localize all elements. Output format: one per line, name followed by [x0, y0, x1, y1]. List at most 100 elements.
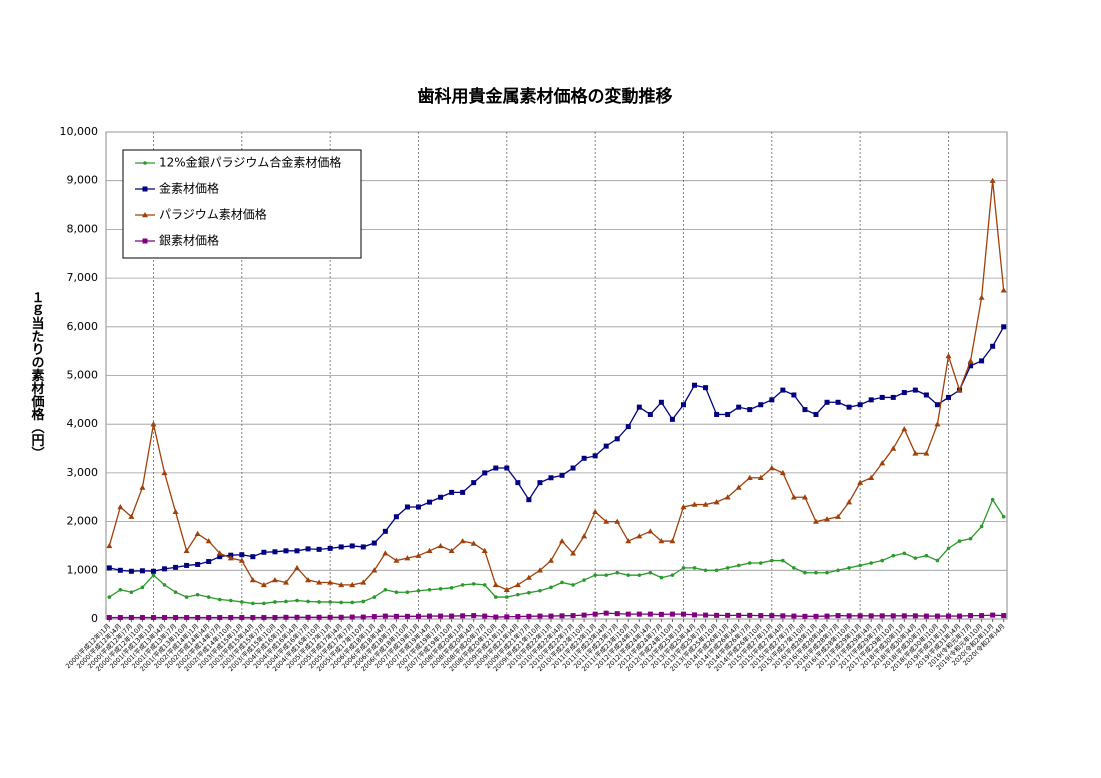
point	[305, 614, 311, 620]
point	[283, 548, 289, 554]
point	[327, 579, 334, 585]
legend-marker	[142, 212, 148, 218]
point	[945, 613, 951, 619]
point	[393, 514, 399, 520]
point	[294, 614, 300, 620]
point	[747, 407, 753, 413]
point	[427, 613, 433, 619]
point	[714, 568, 719, 573]
point	[736, 404, 742, 410]
y-axis-title: １ｇ当たりの素材価格（円）	[29, 291, 46, 460]
point	[360, 579, 367, 585]
point	[316, 614, 322, 620]
point	[448, 547, 455, 554]
point	[382, 550, 389, 556]
point	[913, 556, 918, 560]
point	[636, 404, 642, 410]
point	[228, 598, 233, 603]
point	[140, 585, 145, 590]
point	[692, 382, 698, 388]
point	[1001, 613, 1007, 619]
point	[295, 598, 299, 603]
point	[537, 613, 543, 619]
point	[216, 550, 223, 556]
point	[393, 557, 400, 563]
point	[217, 554, 223, 560]
point	[361, 599, 366, 604]
point	[713, 499, 720, 505]
point	[990, 497, 995, 502]
point	[372, 595, 377, 599]
point	[161, 469, 168, 476]
point	[250, 615, 256, 621]
point	[802, 407, 808, 413]
point	[129, 590, 134, 595]
point	[250, 554, 256, 560]
point	[371, 614, 377, 620]
point	[835, 513, 842, 519]
point	[516, 592, 520, 597]
point	[791, 613, 797, 619]
point	[758, 613, 764, 619]
point	[835, 613, 841, 619]
point	[415, 552, 422, 558]
point	[724, 494, 731, 500]
point	[836, 568, 840, 573]
point	[349, 581, 356, 588]
point	[240, 600, 244, 604]
point	[482, 583, 487, 587]
point	[482, 613, 488, 619]
point	[515, 480, 521, 486]
point	[239, 552, 245, 558]
point	[604, 573, 608, 577]
point	[957, 613, 963, 619]
point	[150, 568, 156, 574]
point	[327, 545, 333, 551]
y-tick-label: 9,000	[67, 174, 99, 187]
point	[493, 465, 499, 471]
point	[912, 450, 919, 456]
point	[205, 538, 212, 544]
point	[625, 424, 631, 430]
point	[626, 573, 631, 577]
point	[768, 465, 775, 471]
point	[360, 544, 366, 550]
point	[946, 546, 951, 551]
point	[901, 613, 907, 619]
point	[382, 613, 388, 619]
point	[790, 494, 797, 500]
point	[206, 615, 212, 621]
point	[835, 399, 841, 405]
point	[150, 615, 156, 621]
point	[438, 613, 444, 619]
point	[371, 540, 377, 546]
point	[592, 611, 598, 617]
point	[460, 489, 466, 495]
y-tick-label: 1,000	[67, 563, 99, 576]
point	[725, 566, 730, 570]
point	[956, 387, 963, 393]
point	[857, 479, 864, 485]
point	[405, 590, 410, 595]
point	[648, 570, 653, 575]
point	[890, 613, 896, 619]
point	[150, 421, 157, 427]
point	[868, 397, 874, 403]
point	[658, 538, 665, 544]
point	[846, 499, 853, 505]
point	[593, 573, 597, 577]
legend-marker	[142, 186, 148, 192]
point	[637, 573, 642, 577]
point	[515, 614, 521, 620]
legend-box	[122, 149, 362, 259]
point	[118, 587, 123, 592]
point	[184, 562, 190, 568]
point	[703, 385, 709, 391]
point	[636, 611, 642, 617]
point	[449, 613, 455, 619]
point	[294, 548, 300, 554]
point	[812, 518, 819, 524]
point	[669, 538, 676, 544]
point	[868, 613, 874, 619]
